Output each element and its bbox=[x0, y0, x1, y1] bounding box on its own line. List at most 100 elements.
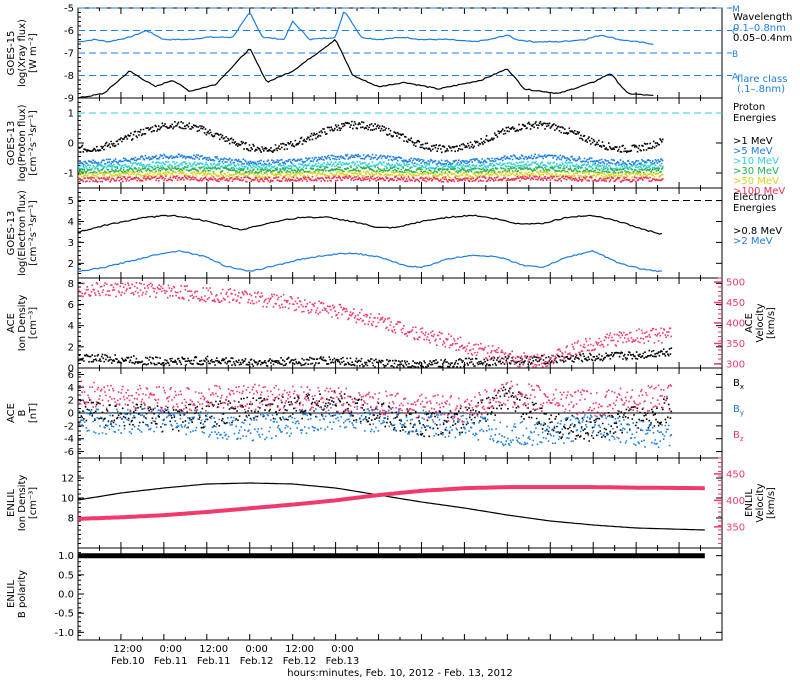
y-tick-label: -7 bbox=[64, 49, 74, 60]
y-tick-label: 6 bbox=[68, 300, 74, 311]
y-axis-label: log(Electron flux) bbox=[17, 190, 28, 276]
y-tick-label: 1 bbox=[68, 109, 74, 120]
right-y-tick-label: 450 bbox=[726, 298, 745, 309]
y-tick-label: 4 bbox=[68, 217, 74, 228]
right-y-axis-label: ACE bbox=[744, 313, 755, 333]
y-tick-label: 2 bbox=[68, 342, 74, 353]
y-tick-label: -1.0 bbox=[54, 628, 74, 639]
legend-title: Wavelength bbox=[733, 12, 792, 23]
series--100-mev bbox=[78, 175, 664, 183]
y-tick-label: 0 bbox=[68, 139, 74, 150]
legend-entry: >50 MeV bbox=[733, 176, 779, 187]
series--50-mev bbox=[78, 170, 664, 179]
y-tick-label: -1 bbox=[64, 169, 74, 180]
y-axis-label: [nT] bbox=[28, 403, 39, 423]
y-axis-label: [cm⁻²s⁻¹sr⁻¹] bbox=[28, 110, 39, 176]
x-tick-label-time: 0:00 bbox=[160, 644, 182, 655]
y-axis-label: ACE bbox=[6, 313, 17, 333]
series--1-mev bbox=[78, 120, 664, 154]
y-axis-label: [cm⁻³] bbox=[28, 307, 39, 339]
y-tick-label: 12 bbox=[61, 474, 74, 485]
flare-class-label: C bbox=[732, 28, 738, 38]
right-y-tick-label: 300 bbox=[726, 359, 745, 370]
y-axis-label: log(Xray flux) bbox=[17, 19, 28, 87]
legend-title: Energies bbox=[733, 203, 776, 214]
series-bz bbox=[78, 380, 673, 423]
legend-title: Energies bbox=[733, 113, 776, 124]
legend-entry: >5 MeV bbox=[733, 146, 773, 157]
series--10-mev bbox=[78, 160, 664, 171]
y-axis-label: B polarity bbox=[17, 570, 28, 618]
series-bx bbox=[78, 386, 673, 442]
y-tick-label: 6 bbox=[68, 370, 74, 381]
legend-entry: By bbox=[733, 404, 744, 417]
legend-title: Electron bbox=[733, 192, 774, 203]
y-axis-label: ENLIL bbox=[6, 580, 17, 608]
y-tick-label: -4 bbox=[64, 434, 74, 445]
y-tick-label: 8 bbox=[68, 279, 74, 290]
series-by bbox=[78, 404, 673, 449]
series--5-mev bbox=[78, 153, 664, 166]
right-y-tick-label: 350 bbox=[726, 339, 745, 350]
y-tick-label: 10 bbox=[61, 494, 74, 505]
y-axis-label: [cm⁻²s⁻¹sr⁻¹] bbox=[28, 200, 39, 266]
legend-subscript: x bbox=[740, 383, 744, 391]
y-tick-label: -5 bbox=[64, 4, 74, 15]
x-tick-label-time: 0:00 bbox=[331, 644, 353, 655]
panel-1: -5 -6 -7 -8 -9 GOES-15 log(Xray flux) [W m⁻²] M C… bbox=[6, 4, 792, 105]
legend-entry: 0.05–0.4nm bbox=[733, 33, 792, 44]
right-y-tick-label: 400 bbox=[726, 496, 745, 507]
panel-3: 5 4 3 2 GOES-13 log(Electron flux) [cm⁻²s⁻¹sr⁻… bbox=[6, 187, 782, 279]
y-axis-label: ACE bbox=[6, 403, 17, 423]
y-tick-label: -9 bbox=[64, 94, 74, 105]
legend-footer: (.1–.8nm) bbox=[737, 84, 785, 95]
y-axis-label: Ion Density bbox=[17, 295, 28, 352]
legend-subscript: y bbox=[740, 409, 744, 417]
y-axis-label: B bbox=[17, 409, 28, 416]
flare-class-label: B bbox=[732, 50, 738, 60]
y-tick-label: -6 bbox=[64, 26, 74, 37]
legend-entry: >1 MeV bbox=[733, 136, 773, 147]
legend-entry: >0.8 MeV bbox=[733, 226, 782, 237]
series--0-8-mev bbox=[77, 214, 663, 235]
y-axis-label: GOES-13 bbox=[6, 121, 17, 166]
right-y-axis-label: ENLIL bbox=[744, 489, 755, 517]
y-tick-label: 3 bbox=[68, 238, 74, 249]
series-density bbox=[77, 482, 705, 531]
y-tick-label: 2 bbox=[68, 396, 74, 407]
x-tick-label-date: Feb.12 bbox=[283, 656, 317, 667]
x-tick-label-date: Feb.12 bbox=[240, 656, 274, 667]
right-y-axis-label: Velocity bbox=[755, 303, 766, 342]
legend-title: Proton bbox=[733, 102, 765, 113]
series-velocity bbox=[78, 281, 673, 368]
panel-frame bbox=[77, 547, 723, 641]
y-tick-label: 1.0 bbox=[58, 551, 74, 562]
series--30-mev bbox=[78, 166, 664, 174]
right-y-tick-label: 350 bbox=[726, 522, 745, 533]
y-tick-label: 0 bbox=[68, 364, 74, 375]
y-axis-label: log(Proton flux) bbox=[17, 104, 28, 181]
right-y-tick-label: 400 bbox=[726, 319, 745, 330]
series-0-05-0-4nm bbox=[77, 38, 654, 99]
right-y-axis-label: [km/s] bbox=[766, 307, 777, 339]
right-y-axis-label: Velocity bbox=[755, 483, 766, 522]
x-tick-label-date: Feb.11 bbox=[154, 656, 188, 667]
y-tick-label: 0.0 bbox=[58, 590, 74, 601]
legend-footer: flare class bbox=[737, 74, 787, 85]
series-density bbox=[78, 347, 673, 368]
legend-subscript: z bbox=[740, 435, 744, 443]
panel-2: 1 0 -1 GOES-13 log(Proton flux) [cm⁻²s⁻¹sr⁻¹]… bbox=[6, 97, 785, 197]
panel-7: 1.0 0.5 0.0 -0.5 -1.0 ENLIL B polarity bbox=[6, 547, 723, 641]
flare-class-label: A bbox=[732, 73, 739, 83]
series-0-1-0-8nm bbox=[77, 11, 654, 45]
series--2-mev bbox=[77, 249, 663, 273]
right-y-tick-label: 500 bbox=[726, 278, 745, 289]
x-tick-label-time: 0:00 bbox=[245, 644, 267, 655]
x-tick-label-date: Feb.11 bbox=[197, 656, 231, 667]
legend-entry: 0.1–0.8nm bbox=[733, 23, 786, 34]
y-tick-label: 4 bbox=[68, 321, 74, 332]
